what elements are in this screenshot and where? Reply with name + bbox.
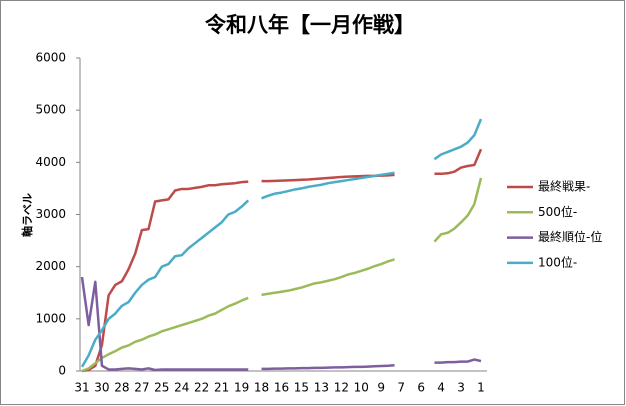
y-tick-label: 2000: [35, 259, 66, 273]
x-tick-label: 3: [457, 381, 465, 395]
x-tick-label: 9: [377, 381, 385, 395]
chart-title: 令和八年【一月作戦】: [205, 13, 415, 37]
x-tick-label: 6: [417, 381, 425, 395]
x-tick-label: 31: [74, 381, 89, 395]
series-line: [80, 118, 483, 368]
x-tick-label: 18: [254, 381, 269, 395]
legend-label: 100位-: [538, 254, 577, 269]
x-tick-label: 7: [397, 381, 405, 395]
x-tick-label: 30: [94, 381, 109, 395]
x-tick-label: 13: [314, 381, 329, 395]
x-tick-label: 27: [134, 381, 149, 395]
series-line: [81, 177, 483, 373]
x-tick-label: 16: [274, 381, 289, 395]
y-axis-label: 軸ラベル: [20, 193, 34, 237]
x-tick-label: 12: [334, 381, 349, 395]
x-tick-label: 4: [437, 381, 445, 395]
legend-label: 500位-: [538, 204, 577, 219]
series-line: [80, 276, 482, 372]
legend-label: 最終順位-位: [538, 229, 602, 244]
x-tick-label: 1: [477, 381, 485, 395]
x-tick-label: 24: [174, 381, 189, 395]
x-tick-label: 25: [154, 381, 169, 395]
x-tick-label: 21: [214, 381, 229, 395]
y-tick-label: 5000: [35, 103, 66, 117]
y-tick-label: 3000: [35, 207, 66, 221]
x-tick-label: 28: [114, 381, 129, 395]
x-tick-label: 19: [234, 381, 249, 395]
y-tick-label: 4000: [35, 155, 66, 169]
y-tick-label: 1000: [35, 311, 66, 325]
x-tick-label: 10: [354, 381, 369, 395]
x-tick-label: 22: [194, 381, 209, 395]
y-tick-label: 0: [58, 364, 66, 378]
x-tick-label: 15: [294, 381, 309, 395]
legend-label: 最終戦果-: [538, 179, 590, 194]
y-tick-label: 6000: [35, 51, 66, 65]
